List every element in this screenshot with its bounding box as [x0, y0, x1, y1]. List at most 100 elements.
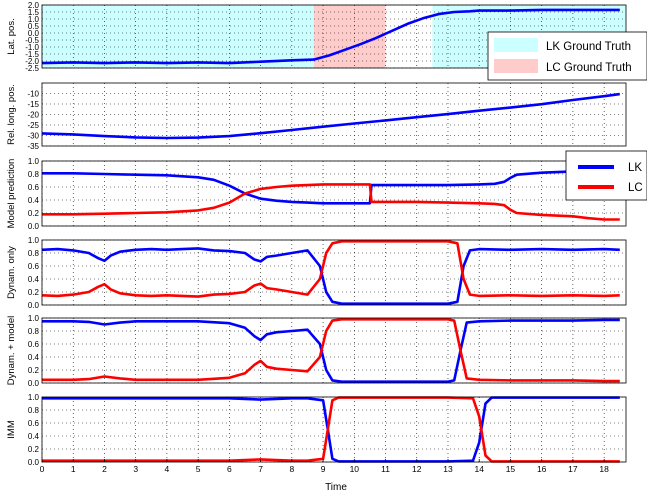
series-line-value	[41, 8, 620, 65]
y-tick-label: 1.0	[28, 157, 40, 166]
y-axis-label: Dynam. only	[6, 246, 17, 299]
y-axis-label: Dynam. + model	[6, 316, 17, 385]
y-tick-label: -15	[27, 100, 39, 109]
y-tick-label: 0.0	[28, 458, 40, 467]
region-lc-ground-truth	[313, 5, 386, 68]
x-tick-label: 14	[474, 464, 484, 474]
panel-4: 1.0 0.8 0.6 0.4 0.2 0.0 Dynam. only	[6, 236, 627, 310]
x-tick-label: 6	[227, 464, 232, 474]
panel-3: 1.0 0.8 0.6 0.4 0.2 0.0 Model prediction	[6, 157, 627, 231]
y-tick-label: 0.2	[28, 445, 40, 454]
x-tick-label: 13	[443, 464, 453, 474]
y-tick-label: 0.6	[28, 340, 40, 349]
y-axis-label: Model prediction	[6, 159, 17, 229]
legend-lk-lc: LK LC	[565, 150, 647, 201]
y-tick-label: 0.4	[28, 432, 40, 441]
y-tick-label: 1.0	[28, 314, 40, 323]
legend-frame	[565, 150, 647, 201]
x-axis-label: Time	[325, 482, 347, 493]
series-line-lc	[41, 240, 620, 298]
panel-2: -10-15 -20-25 -30-35 Rel. long. pos.	[6, 82, 627, 151]
y-tick-label: 0.4	[28, 275, 40, 284]
y-axis-label: Lat. pos.	[6, 18, 17, 54]
series-line-lc	[42, 396, 620, 463]
x-tick-label: 5	[196, 464, 201, 474]
y-tick-label: -0.5	[25, 36, 39, 45]
series-line-lk	[42, 396, 620, 463]
legend-label-lc-ground-truth: LC Ground Truth	[546, 62, 632, 74]
x-tick-label: 18	[599, 464, 609, 474]
region-lk-ground-truth	[42, 5, 314, 68]
y-tick-label: 0.8	[28, 249, 40, 258]
y-tick-label: 0.2	[28, 209, 40, 218]
x-tick-label: 0	[40, 464, 45, 474]
x-tick-label: 9	[321, 464, 326, 474]
y-tick-label: 1.0	[28, 393, 40, 402]
legend-ground-truth: LK Ground Truth LC Ground Truth	[487, 31, 647, 81]
y-tick-label: 0.6	[28, 262, 40, 271]
series-line-lk	[41, 247, 620, 306]
x-tick-label: 7	[258, 464, 263, 474]
x-tick-label: 2	[102, 464, 107, 474]
x-tick-label: 12	[412, 464, 422, 474]
panel-frame	[41, 396, 627, 463]
y-tick-label: 0.0	[28, 379, 40, 388]
panel-6: 1.0 0.8 0.6 0.4 0.2 0.0 IMM	[6, 393, 627, 467]
y-tick-label: 0.2	[28, 288, 40, 297]
series-line-lk	[42, 318, 620, 384]
y-tick-label: 0.6	[28, 419, 40, 428]
y-tick-label: -35	[27, 142, 39, 151]
y-tick-label: -30	[27, 132, 39, 141]
x-tick-label: 10	[350, 464, 360, 474]
legend-label-lk: LK	[628, 162, 642, 174]
x-tick-label: 11	[381, 464, 390, 474]
y-tick-label: 0.4	[28, 353, 40, 362]
legend-label-lk-ground-truth: LK Ground Truth	[546, 41, 631, 53]
y-tick-label: -25	[27, 121, 39, 130]
x-tick-label: 17	[568, 464, 578, 474]
y-tick-label: -1.5	[25, 50, 39, 59]
legend-label-lc: LC	[628, 182, 643, 194]
y-tick-label: 0.0	[28, 222, 40, 231]
panel-frame	[41, 160, 627, 227]
y-tick-label: 0.8	[28, 170, 40, 179]
y-tick-label: 0.0	[28, 301, 40, 310]
y-tick-label: -20	[27, 111, 39, 120]
y-tick-label: 0.2	[28, 366, 40, 375]
y-tick-label: 0.8	[28, 406, 40, 415]
y-tick-label: 1.0	[28, 15, 40, 24]
legend-swatch-lk-ground-truth	[494, 38, 538, 52]
y-axis-label: Rel. long. pos.	[6, 84, 17, 145]
y-tick-label: 1.5	[28, 8, 40, 17]
x-tick-label: 4	[165, 464, 170, 474]
panel-frame	[41, 239, 627, 306]
series-line-lk	[42, 166, 620, 205]
y-tick-label: 0.6	[28, 183, 40, 192]
y-tick-label: 0.0	[28, 29, 40, 38]
y-tick-label: 1.0	[28, 236, 40, 245]
x-tick-label: 1	[71, 464, 76, 474]
y-tick-label: 2.0	[28, 1, 40, 10]
series-line-value	[41, 92, 620, 140]
panel-frame	[41, 317, 627, 384]
y-tick-label: -2.0	[25, 57, 39, 66]
x-tick-label: 15	[506, 464, 516, 474]
y-axis-label: IMM	[6, 420, 17, 439]
x-tick-label: 3	[133, 464, 138, 474]
series-line-lc	[42, 183, 620, 221]
legend-swatch-lc-ground-truth	[494, 59, 538, 73]
chart-panels: 2.01.51.00.50.0-0.5-1.0-1.5-2.0-2.5Lat. …	[6, 1, 627, 467]
panel-frame	[41, 82, 627, 147]
y-tick-label: 0.5	[28, 22, 40, 31]
x-tick-label: 16	[537, 464, 547, 474]
series-line-lc	[42, 317, 620, 383]
y-tick-label: 0.8	[28, 327, 40, 336]
x-axis: 0 1 2 3 4 5 6 7 8 9 10 11 12 13 14 15 16 17 18	[40, 459, 609, 474]
y-tick-label: -2.5	[25, 64, 39, 73]
y-tick-label: 0.4	[28, 196, 40, 205]
y-tick-label: -1.0	[25, 43, 39, 52]
x-tick-label: 8	[289, 464, 294, 474]
panel-5: 1.0 0.8 0.6 0.4 0.2 0.0 Dynam. + model	[6, 314, 627, 388]
y-tick-label: -10	[27, 90, 39, 99]
